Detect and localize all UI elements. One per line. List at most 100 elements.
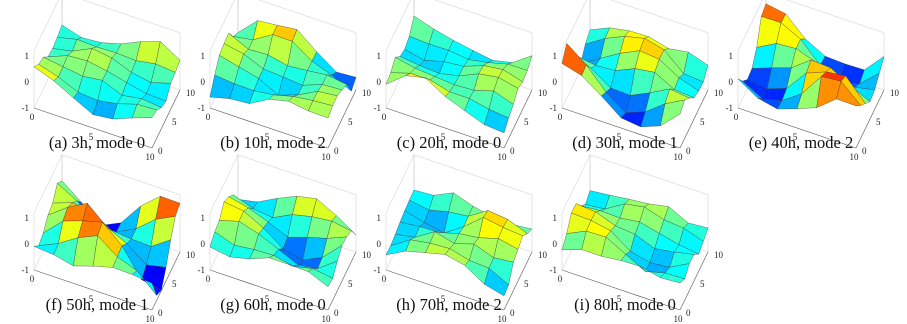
y-tick-label: 10 [714, 88, 724, 98]
x-tick-label: 0 [734, 112, 739, 122]
x-tick-label: 10 [850, 152, 860, 162]
surface [209, 20, 357, 119]
caption-f: (f) 50h, mode 1 [45, 295, 149, 314]
x-tick-label: 10 [674, 152, 684, 162]
y-tick-label: 5 [524, 279, 529, 289]
z-tick-label: -1 [374, 265, 382, 275]
surface-cell [484, 109, 509, 134]
x-tick-label: 10 [674, 314, 684, 324]
x-tick-label: 10 [322, 152, 332, 162]
surface-cell [132, 104, 157, 119]
panel-i: -1 0 1 0 5 10 0 5 10 (i) 80h, mode 0 [540, 154, 724, 324]
surface-cell [484, 268, 509, 297]
y-tick-label: 10 [186, 250, 196, 260]
z-tick-label: 0 [25, 77, 30, 87]
x-tick-label: 0 [30, 112, 35, 122]
z-tick-label: 0 [201, 239, 206, 249]
y-tick-label: 5 [172, 279, 177, 289]
x-tick-label: 5 [265, 132, 270, 142]
y-tick-label: 5 [700, 117, 705, 127]
z-tick-label: 1 [25, 213, 30, 223]
surface-cell [132, 270, 157, 296]
x-tick-label: 10 [146, 314, 156, 324]
z-tick-label: 0 [25, 239, 30, 249]
z-tick-label: 0 [553, 239, 558, 249]
surface-cell [308, 100, 333, 119]
z-tick-label: -1 [374, 103, 382, 113]
panel-b: -1 0 1 0 5 10 0 5 10 (b) 10h, mode 2 [188, 0, 372, 162]
z-tick-label: 1 [201, 51, 206, 61]
x-tick-label: 5 [617, 294, 622, 304]
x-tick-label: 0 [382, 274, 387, 284]
x-tick-label: 5 [89, 132, 94, 142]
y-tick-label: 0 [686, 146, 691, 156]
panel-d: -1 0 1 0 5 10 0 5 10 (d) 30h, mode 1 [540, 0, 724, 162]
y-tick-label: 5 [524, 117, 529, 127]
surface-cell [57, 24, 82, 40]
y-tick-label: 0 [158, 308, 163, 318]
x-tick-label: 5 [441, 294, 446, 304]
y-tick-label: 10 [362, 88, 372, 98]
panel-f: -1 0 1 0 5 10 0 5 10 (f) 50h, mode 1 [12, 154, 196, 324]
caption-h: (h) 70h, mode 2 [396, 295, 502, 314]
y-tick-label: 5 [348, 279, 353, 289]
y-tick-label: 5 [348, 117, 353, 127]
y-tick-label: 5 [700, 279, 705, 289]
x-tick-label: 5 [793, 132, 798, 142]
x-tick-label: 0 [558, 274, 563, 284]
caption-i: (i) 80h, mode 0 [574, 295, 676, 314]
z-tick-label: 1 [553, 213, 558, 223]
z-tick-label: 1 [553, 51, 558, 61]
x-tick-label: 10 [498, 152, 508, 162]
caption-d: (d) 30h, mode 1 [572, 133, 678, 152]
x-tick-label: 0 [558, 112, 563, 122]
caption-g: (g) 60h, mode 0 [220, 295, 326, 314]
z-tick-label: 0 [553, 77, 558, 87]
z-tick-label: -1 [22, 103, 30, 113]
y-tick-label: 10 [538, 88, 548, 98]
y-tick-label: 10 [714, 250, 724, 260]
x-tick-label: 5 [617, 132, 622, 142]
z-tick-label: -1 [550, 103, 558, 113]
z-tick-label: 1 [729, 51, 734, 61]
x-tick-label: 0 [206, 274, 211, 284]
z-tick-label: -1 [726, 103, 734, 113]
x-tick-label: 0 [30, 274, 35, 284]
x-tick-label: 5 [89, 294, 94, 304]
z-tick-label: 0 [377, 239, 382, 249]
surface [737, 3, 885, 110]
z-tick-label: 1 [377, 213, 382, 223]
x-tick-label: 10 [322, 314, 332, 324]
y-tick-label: 0 [334, 146, 339, 156]
surface-cell [660, 272, 685, 284]
surface [33, 24, 181, 120]
caption-e: (e) 40h, mode 2 [748, 133, 854, 152]
z-tick-label: 0 [729, 77, 734, 87]
surface-cell [836, 81, 861, 106]
panel-a: -1 0 1 0 5 10 0 5 10 (a) 3h, mode 0 [12, 0, 196, 162]
y-tick-label: 10 [890, 88, 900, 98]
y-tick-label: 0 [510, 146, 515, 156]
panel-e: -1 0 1 0 5 10 0 5 10 (e) 40h, mode 2 [716, 0, 900, 162]
panel-c: -1 0 1 0 5 10 0 5 10 (c) 20h, mode 0 [364, 0, 548, 162]
x-tick-label: 10 [498, 314, 508, 324]
caption-a: (a) 3h, mode 0 [48, 133, 146, 152]
x-tick-label: 0 [206, 112, 211, 122]
surface [385, 189, 533, 297]
y-tick-label: 5 [172, 117, 177, 127]
surface-cell [660, 99, 685, 127]
